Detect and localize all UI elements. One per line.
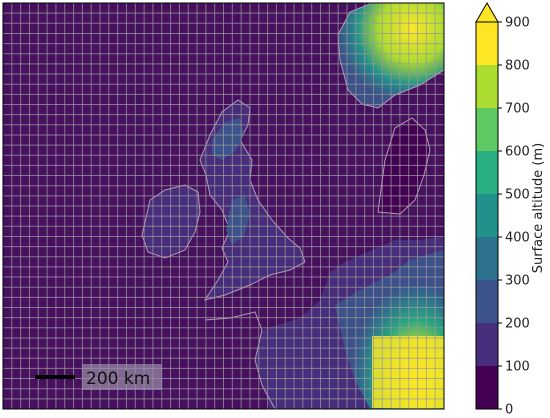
colorbar-tick-label: 200 <box>505 317 530 332</box>
colorbar-tick-label: 500 <box>505 188 530 203</box>
colorbar-bin <box>476 108 498 151</box>
colorbar-bin <box>476 323 498 366</box>
colorbar-bin <box>476 366 498 409</box>
colorbar-tick-label: 100 <box>505 360 530 375</box>
colorbar-extend-arrow <box>475 2 499 23</box>
alps-peaks <box>372 336 444 408</box>
colorbar-tick-label: 700 <box>505 102 530 117</box>
scale-bar-label-bg <box>82 364 162 390</box>
colorbar-bin <box>476 65 498 108</box>
scottish-highlands <box>212 118 244 160</box>
colorbar-tick-label: 0 <box>505 403 513 418</box>
colorbar-tick-label: 800 <box>505 59 530 74</box>
colorbar-tick-label: 300 <box>505 274 530 289</box>
model-grid <box>3 3 444 409</box>
colorbar-bin <box>476 22 498 65</box>
map-frame <box>2 2 445 410</box>
colorbar-title: Surface altitude (m) <box>531 143 546 273</box>
scale-bar: 200 km <box>35 364 162 390</box>
colorbar-bin <box>476 237 498 280</box>
scale-bar-label: 200 km <box>86 369 150 389</box>
colorbar-frame <box>475 21 499 410</box>
terrain-map <box>3 3 444 409</box>
colorbar-tick-label: 900 <box>505 16 530 31</box>
colorbar-tick-label: 600 <box>505 145 530 160</box>
colorbar-tick-label: 400 <box>505 231 530 246</box>
colorbar-bin <box>476 280 498 323</box>
colorbar-bin <box>476 194 498 237</box>
colorbar-bin <box>476 151 498 194</box>
colorbar: 0 100 200 300 400 500 600 700 800 900 <box>475 2 530 418</box>
